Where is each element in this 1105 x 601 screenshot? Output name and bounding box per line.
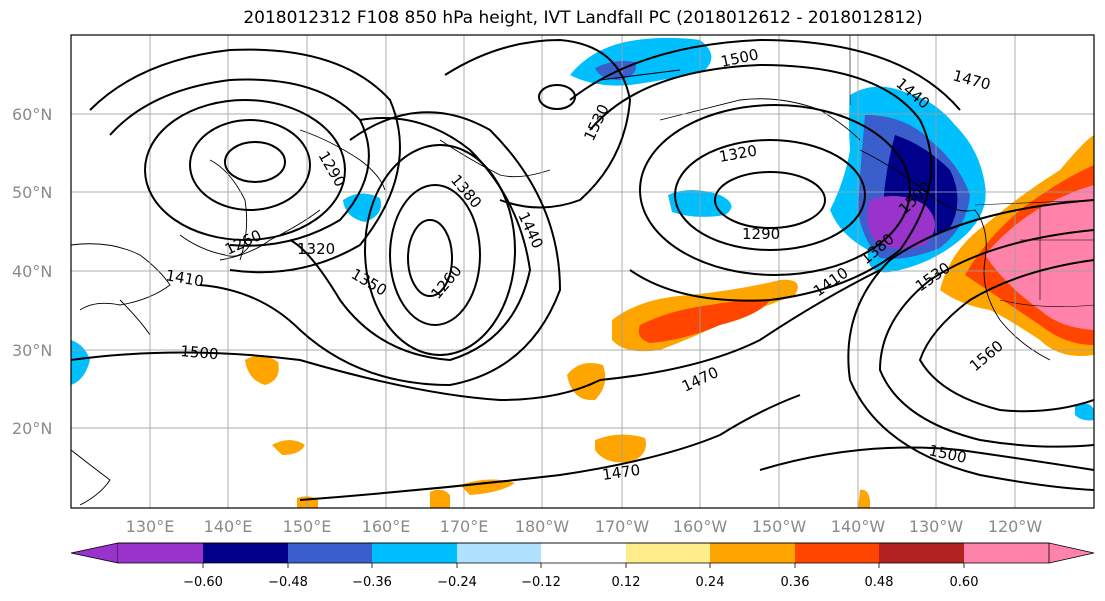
colorbar-segment [964,543,1049,563]
lon-label: 130°W [909,517,964,536]
positive-ivt-pacific-inner [638,299,770,343]
orange-patch-8 [858,489,870,508]
lon-label: 140°E [204,517,253,536]
colorbar-segment [879,543,964,563]
bering-negative-core [595,60,636,80]
contour-label: 1470 [601,461,641,484]
orange-patch-3 [595,434,646,463]
orange-patch-2 [567,362,606,401]
lat-label: 60°N [12,105,52,124]
colorbar-segment [203,543,288,563]
longitude-labels: 130°E 140°E 150°E 160°E 170°E 180°W 170°… [126,517,1043,536]
lon-label: 150°W [752,517,807,536]
colorbar-segment [795,543,879,563]
colorbar-segment [626,543,710,563]
positive-ivt-us-inner [985,185,1094,330]
colorbar-right-arrow [1048,542,1095,564]
colorbar-tick-label: 0.12 [612,575,641,590]
blue-patch-baja [1075,403,1094,421]
colorbar-segment [372,543,457,563]
lat-label: 30°N [12,341,52,360]
contour-label: 1500 [180,342,220,363]
colorbar-tick-label: 0.48 [865,575,894,590]
lat-label: 40°N [12,262,52,281]
colorbar-segment [541,543,626,563]
lon-label: 170°E [440,517,489,536]
blue-patch-west [343,193,381,222]
lon-label: 120°W [988,517,1043,536]
orange-patch-1 [245,355,279,385]
contour-label: 1290 [742,225,780,243]
orange-patch-4 [272,440,305,455]
lon-label: 160°E [362,517,411,536]
coastlines [71,69,1051,506]
colorbar-tick-labels: −0.60 −0.48 −0.36 −0.24 −0.12 0.12 0.24 … [183,575,978,590]
colorbar-tick-label: 0.60 [950,575,979,590]
blue-patch-edge [71,340,90,385]
lon-label: 170°W [595,517,650,536]
lon-label: 180°W [515,517,570,536]
colorbar-ticks [202,563,965,568]
gridlines [71,35,1094,508]
colorbar-segment [118,543,203,563]
colorbar-tick-label: −0.12 [521,575,561,590]
colorbar-segment [288,543,372,563]
colorbar-left-arrow [70,542,119,564]
lat-label: 20°N [12,419,52,438]
colorbar-tick-label: 0.24 [696,575,725,590]
latitude-labels: 20°N 30°N 40°N 50°N 60°N [12,105,52,438]
colorbar-tick-label: −0.60 [183,575,223,590]
lon-label: 150°E [283,517,332,536]
contour-label: 1320 [297,240,335,258]
colorbar-tick-label: −0.36 [352,575,392,590]
colorbar: −0.60 −0.48 −0.36 −0.24 −0.12 0.12 0.24 … [70,542,1095,590]
colorbar-segment [710,543,795,563]
height-contours [71,38,1094,501]
colorbar-tick-label: −0.48 [268,575,308,590]
lon-label: 140°W [831,517,886,536]
orange-patch-5 [460,479,515,495]
figure-title: 2018012312 F108 850 hPa height, IVT Land… [243,8,923,28]
lon-label: 130°E [126,517,175,536]
colorbar-segment [457,543,541,563]
lat-label: 50°N [12,183,52,202]
map-frame [70,34,1095,509]
colorbar-tick-label: 0.36 [781,575,810,590]
orange-patch-7 [430,489,450,508]
colorbar-tick-label: −0.24 [437,575,477,590]
negative-ivt-core [866,196,935,249]
lon-label: 160°W [673,517,728,536]
